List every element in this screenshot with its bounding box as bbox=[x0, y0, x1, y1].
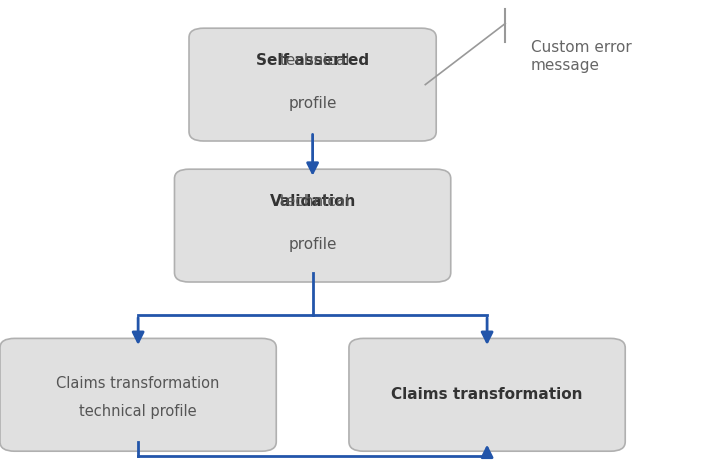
Text: technical profile: technical profile bbox=[79, 404, 197, 419]
FancyBboxPatch shape bbox=[349, 338, 625, 451]
FancyBboxPatch shape bbox=[189, 28, 436, 141]
Text: Self asserted: Self asserted bbox=[256, 53, 369, 68]
Text: technical: technical bbox=[276, 53, 350, 68]
FancyBboxPatch shape bbox=[0, 338, 276, 451]
Text: Custom error
message: Custom error message bbox=[531, 40, 632, 72]
Text: Validation: Validation bbox=[270, 194, 356, 209]
Text: technical: technical bbox=[276, 194, 350, 209]
FancyBboxPatch shape bbox=[174, 169, 451, 282]
Text: Claims transformation: Claims transformation bbox=[57, 376, 220, 391]
Text: Claims transformation: Claims transformation bbox=[391, 387, 583, 402]
Text: profile: profile bbox=[289, 96, 337, 111]
Text: profile: profile bbox=[289, 237, 337, 252]
